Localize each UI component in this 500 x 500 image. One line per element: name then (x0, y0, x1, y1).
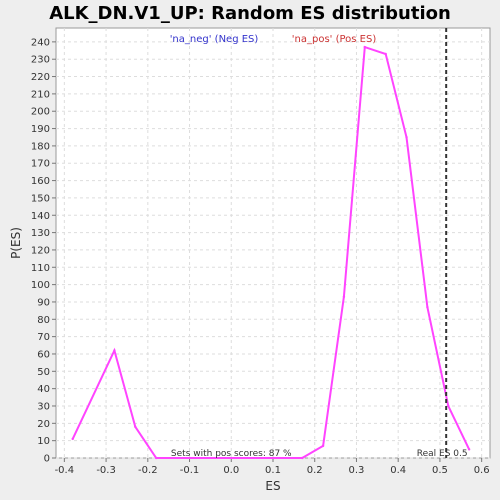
y-tick-label: 20 (37, 419, 50, 430)
y-tick-label: 170 (31, 159, 50, 170)
data-point (467, 448, 471, 451)
data-point (342, 295, 346, 298)
x-tick-label: 0.2 (307, 465, 323, 476)
data-point (384, 52, 387, 56)
y-tick-label: 90 (37, 297, 50, 308)
y-tick-label: 110 (31, 263, 50, 274)
y-tick-label: 240 (31, 37, 50, 48)
series-layer (71, 45, 471, 460)
data-point (321, 444, 325, 448)
y-tick-label: 100 (31, 280, 50, 291)
y-tick-label: 200 (31, 107, 50, 118)
data-point (363, 45, 367, 49)
y-tick-label: 70 (37, 332, 50, 343)
data-point (113, 349, 116, 352)
data-point (71, 437, 74, 441)
x-axis-ticks: -0.4 -0.3 -0.2 -0.1 0.0 0.1 0.2 0.3 0.4 0.5 0.6 (55, 458, 490, 476)
y-tick-label: 220 (31, 72, 50, 83)
y-tick-label: 140 (31, 211, 50, 222)
chart-title: ALK_DN.V1_UP: Random ES distribution (49, 3, 451, 24)
x-tick-label: -0.3 (96, 465, 116, 476)
data-point (405, 136, 408, 139)
y-tick-label: 0 (44, 454, 50, 465)
y-axis-label: P(ES) (9, 227, 23, 259)
y-tick-label: 160 (31, 176, 50, 187)
y-axis-ticks: 0 10 20 30 40 50 60 70 80 90 100 110 120 130 140 150 160… (31, 37, 56, 465)
x-tick-label: 0.4 (390, 465, 406, 476)
y-tick-label: 50 (37, 367, 50, 378)
y-tick-label: 130 (31, 228, 50, 239)
x-tick-label: 0.5 (432, 465, 448, 476)
x-tick-label: 0.3 (349, 465, 365, 476)
x-tick-label: 0.6 (474, 465, 490, 476)
y-tick-label: 30 (37, 401, 50, 412)
real-es-label: Real ES 0.5 (417, 449, 468, 459)
legend-pos-es: 'na_pos' (Pos ES) (292, 34, 377, 45)
plot-area (55, 27, 491, 459)
x-axis-label: ES (265, 479, 280, 493)
x-tick-label: 0.0 (223, 465, 239, 476)
x-tick-label: 0.1 (265, 465, 281, 476)
y-tick-label: 210 (31, 89, 50, 100)
y-tick-label: 150 (31, 193, 50, 204)
y-tick-label: 180 (31, 141, 50, 152)
y-tick-label: 60 (37, 349, 50, 360)
data-point (154, 456, 158, 460)
data-point (134, 425, 137, 428)
data-point (426, 305, 429, 309)
legend-neg-es: 'na_neg' (Neg ES) (170, 34, 259, 45)
data-point (301, 456, 304, 460)
y-tick-label: 230 (31, 55, 50, 66)
x-tick-label: -0.2 (138, 465, 158, 476)
x-tick-label: -0.4 (55, 465, 75, 476)
y-tick-label: 80 (37, 315, 50, 326)
y-tick-label: 120 (31, 245, 50, 256)
x-tick-label: -0.1 (180, 465, 200, 476)
pos-scores-annotation: Sets with pos scores: 87 % (171, 449, 292, 459)
y-tick-label: 190 (31, 124, 50, 135)
data-point (447, 404, 450, 408)
y-tick-label: 40 (37, 384, 50, 395)
y-tick-label: 10 (37, 436, 50, 447)
